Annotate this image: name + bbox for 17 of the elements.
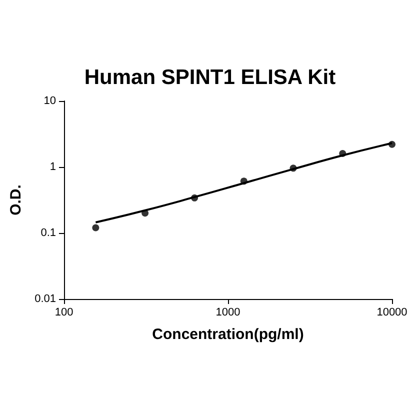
x-tick-label: 10000	[376, 306, 408, 318]
x-tick-label: 1000	[216, 306, 240, 318]
point	[191, 194, 198, 202]
point	[290, 164, 297, 172]
point	[92, 224, 100, 232]
point	[240, 178, 248, 185]
y-tick-label: 0.1	[40, 227, 56, 239]
point	[339, 150, 346, 158]
y-tick-label: 10	[44, 95, 56, 107]
point	[388, 140, 396, 148]
y-axis-title: O.D.	[8, 184, 25, 216]
chart-title: Human SPINT1 ELISA Kit	[84, 66, 336, 89]
point	[142, 210, 149, 217]
x-tick-label: 100	[54, 306, 74, 318]
y-tick-label: 0.01	[34, 293, 56, 305]
y-tick-label: 1	[50, 161, 56, 173]
x-axis-title: Concentration(pg/ml)	[152, 326, 304, 343]
